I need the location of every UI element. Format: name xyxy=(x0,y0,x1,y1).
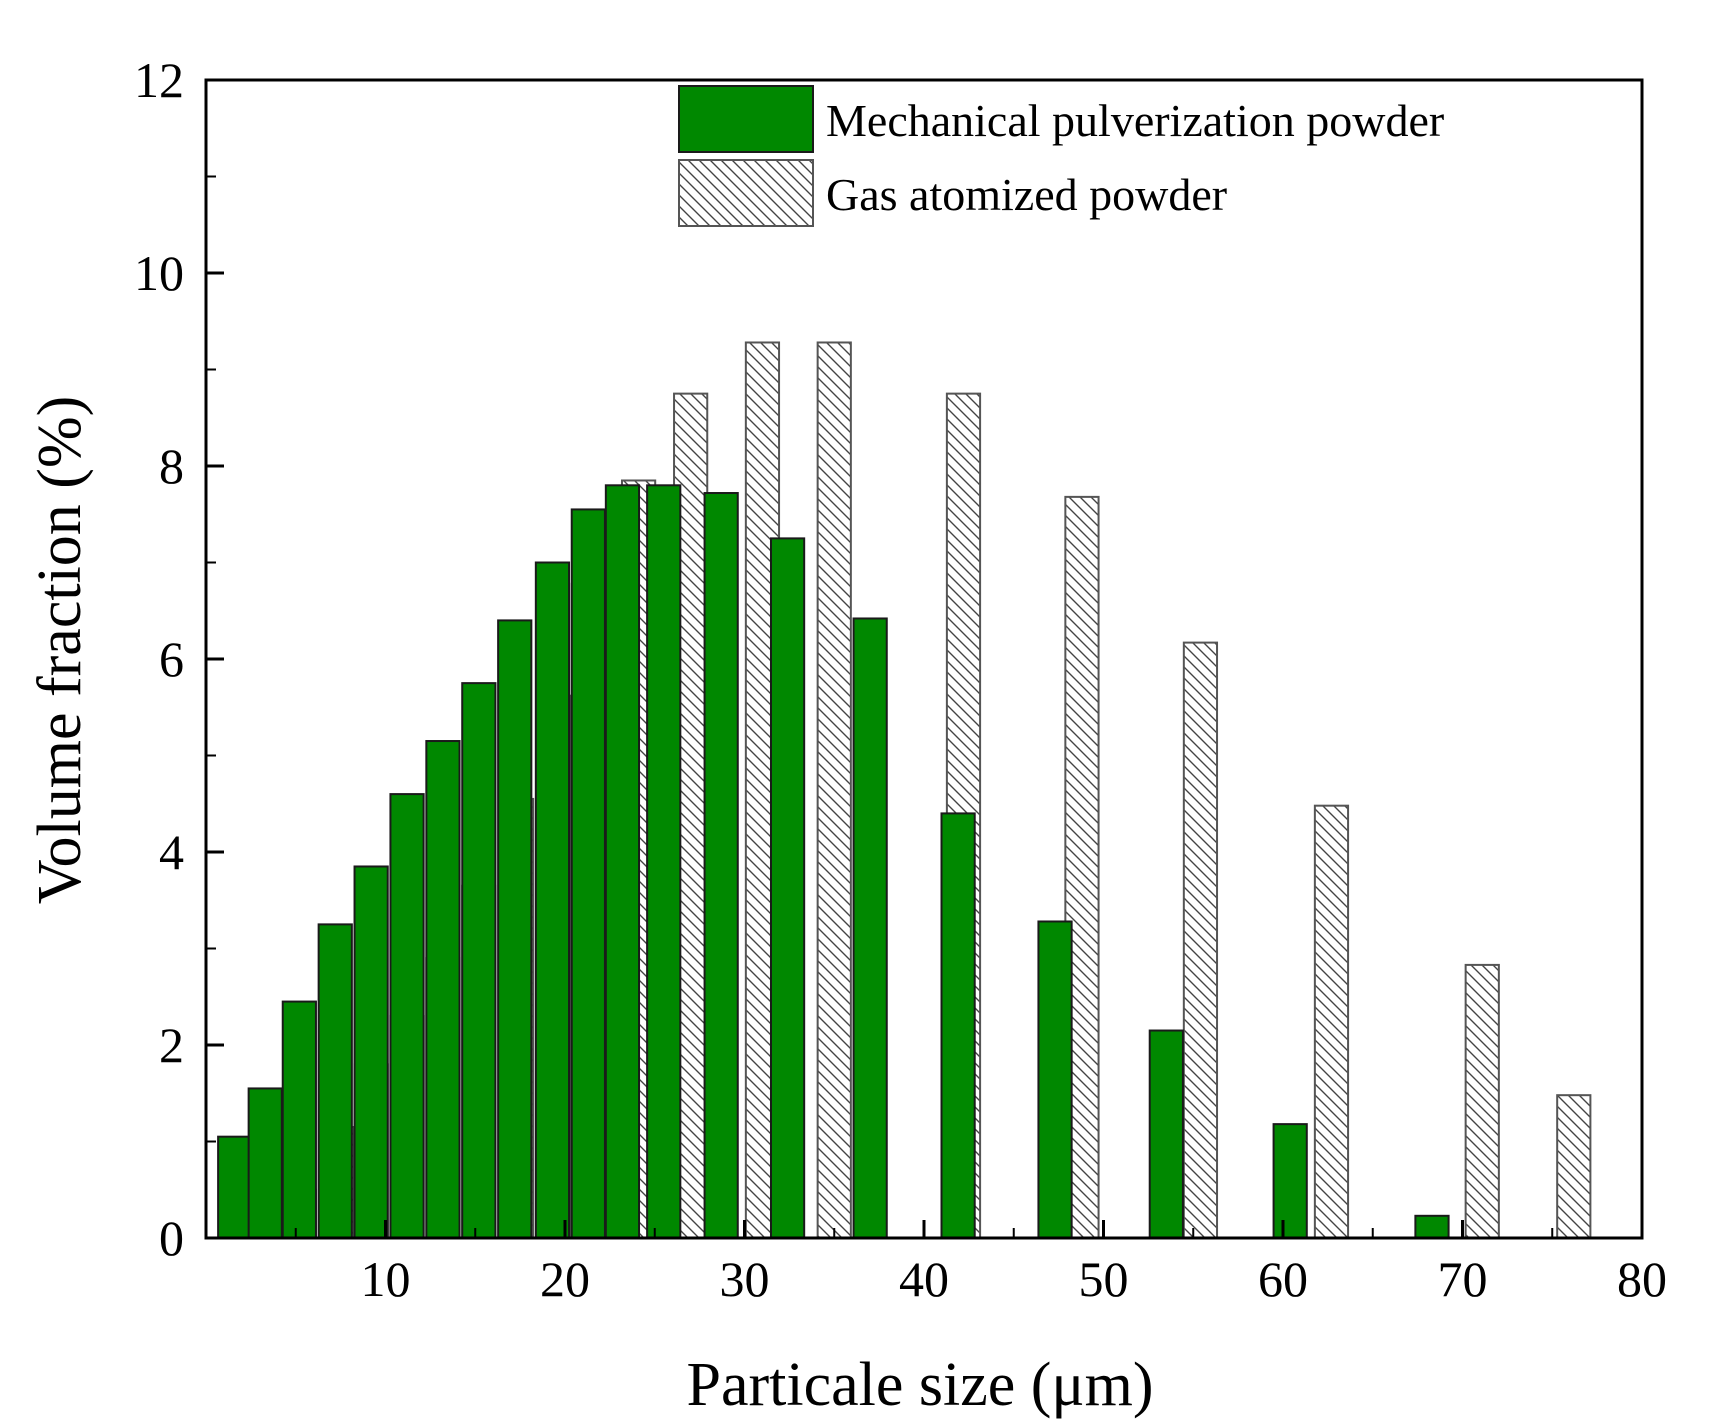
x-axis-title: Particale size (μm) xyxy=(686,1351,1153,1419)
x-tick-label: 80 xyxy=(1617,1251,1667,1307)
legend-swatch-gas-atomized xyxy=(678,159,814,227)
y-tick-label: 0 xyxy=(159,1210,184,1266)
x-tick-label: 70 xyxy=(1438,1251,1488,1307)
y-tick-label: 10 xyxy=(134,245,184,301)
bar-gas-atomized-19 xyxy=(1464,963,1500,1240)
bar-mechanical-0 xyxy=(217,1135,253,1240)
bar-mechanical-1 xyxy=(247,1087,283,1240)
bar-gas-atomized-17 xyxy=(1182,641,1219,1239)
bar-mechanical-4 xyxy=(353,865,389,1239)
x-tick-label: 10 xyxy=(361,1251,411,1307)
bar-mechanical-5 xyxy=(389,793,425,1239)
y-axis-title: Volume fraction (%) xyxy=(26,396,94,904)
bar-mechanical-3 xyxy=(317,923,353,1239)
bar-mechanical-13 xyxy=(703,492,739,1239)
bar-gas-atomized-18 xyxy=(1313,804,1350,1239)
y-tick-label: 4 xyxy=(159,824,184,880)
x-tick-label: 30 xyxy=(720,1251,770,1307)
bar-mechanical-15 xyxy=(852,617,888,1239)
x-tick-label: 50 xyxy=(1079,1251,1129,1307)
bar-mechanical-20 xyxy=(1414,1214,1450,1240)
y-tick-label: 12 xyxy=(134,52,184,108)
bar-mechanical-11 xyxy=(604,484,641,1239)
series-mechanical xyxy=(217,484,1450,1240)
legend-label-gas-atomized: Gas atomized powder xyxy=(826,169,1227,220)
bar-mechanical-17 xyxy=(1037,920,1073,1239)
bar-mechanical-2 xyxy=(281,1000,317,1240)
legend-swatch-mechanical xyxy=(678,85,814,153)
y-tick-label: 6 xyxy=(159,631,184,687)
bar-gas-atomized-14 xyxy=(816,341,852,1240)
x-tick-label: 40 xyxy=(899,1251,949,1307)
bar-mechanical-14 xyxy=(769,537,806,1239)
bar-marks xyxy=(217,341,1592,1240)
legend-label-mechanical: Mechanical pulverization powder xyxy=(826,95,1444,146)
bar-gas-atomized-20 xyxy=(1556,1094,1592,1240)
x-tick-label: 20 xyxy=(540,1251,590,1307)
y-tick-label: 8 xyxy=(159,438,184,494)
x-axis-ticks: 10 20 30 40 50 60 70 80 xyxy=(294,1220,1667,1307)
bar-mechanical-8 xyxy=(497,619,533,1239)
bar-mechanical-7 xyxy=(461,682,497,1239)
bar-mechanical-16 xyxy=(940,812,976,1240)
bar-mechanical-10 xyxy=(570,508,606,1239)
bar-mechanical-6 xyxy=(425,740,461,1240)
x-tick-label: 60 xyxy=(1258,1251,1308,1307)
y-tick-label: 2 xyxy=(159,1017,184,1073)
y-axis-ticks: 0 2 4 6 8 10 12 xyxy=(134,52,224,1266)
bar-mechanical-19 xyxy=(1272,1123,1308,1240)
bar-mechanical-9 xyxy=(534,561,571,1239)
bar-mechanical-18 xyxy=(1148,1029,1184,1240)
legend: Mechanical pulverization powder Gas atom… xyxy=(678,85,1444,227)
bar-mechanical-12 xyxy=(646,484,682,1239)
